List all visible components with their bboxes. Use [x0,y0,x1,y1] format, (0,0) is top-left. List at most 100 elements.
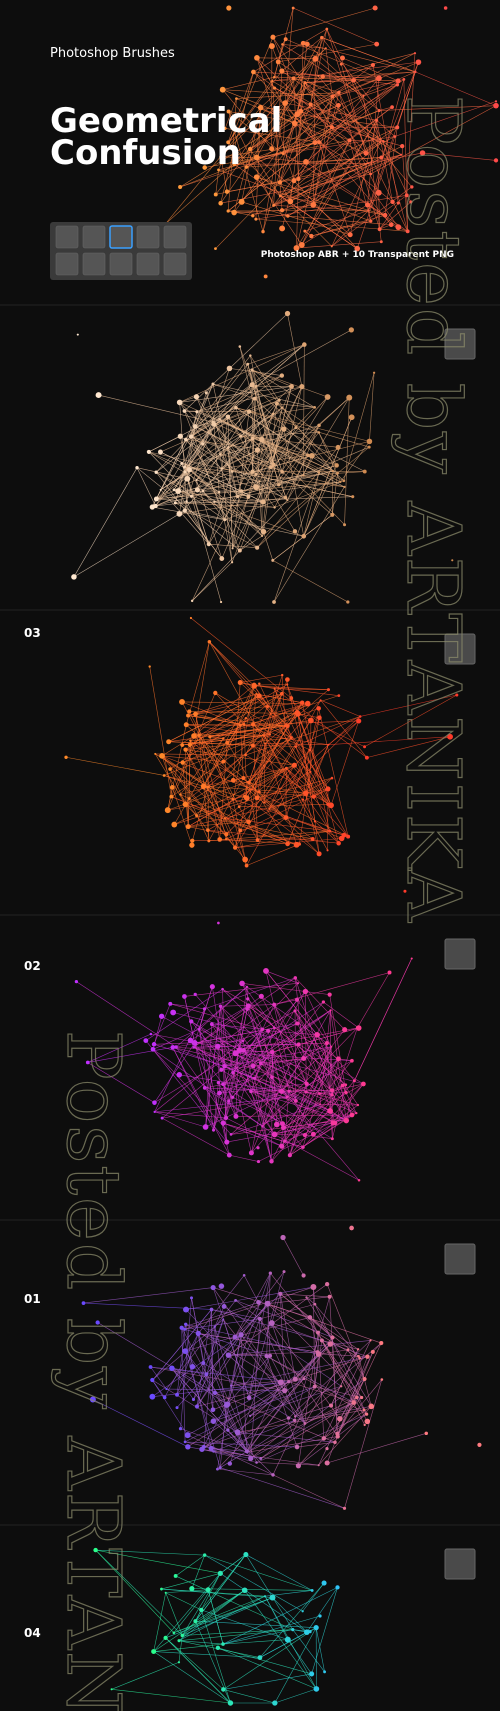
node [201,1444,206,1449]
edge [260,1402,354,1459]
node [317,140,322,145]
edge [250,1091,346,1121]
edge [178,490,275,508]
edge [252,745,295,766]
edge [235,1029,263,1117]
edge [266,1355,354,1403]
node [390,105,394,109]
edge [185,1309,229,1356]
node [257,1316,262,1321]
edge [196,411,233,472]
node [367,162,370,165]
edge [237,481,260,497]
node [282,100,289,107]
edge [311,220,371,237]
node [241,1587,248,1594]
node [223,1402,230,1408]
edge [245,754,332,806]
edge [270,1272,319,1333]
edge [162,1096,287,1119]
edge [195,1554,247,1622]
edge [187,740,191,827]
edge [255,218,408,232]
edge [279,82,306,183]
edge [95,1549,205,1556]
node [304,1081,309,1086]
edge [376,120,393,202]
edge [237,496,264,503]
node [233,845,238,850]
node [324,1460,330,1466]
node [293,245,300,251]
edge [273,1004,304,1059]
edge [195,706,268,715]
node [239,489,244,493]
edge [280,1293,296,1380]
edge [321,37,416,73]
edge [283,429,305,537]
edge [236,92,339,99]
edge [287,744,329,845]
node [336,1056,341,1062]
node [269,146,275,152]
edge [174,797,258,825]
node [344,1083,348,1087]
node [347,138,352,143]
edge [184,982,299,997]
edge [288,1340,371,1419]
edge [195,426,274,466]
node [369,219,373,223]
edge [271,1094,333,1162]
edge [196,398,255,481]
node [232,1050,239,1057]
edge [189,693,283,746]
edge [318,1349,348,1355]
node [182,508,187,513]
node [291,178,297,184]
edge [272,1597,308,1633]
edge [145,988,223,1041]
edge [241,92,340,203]
edge [281,1034,318,1092]
node [363,1423,366,1427]
node [307,1315,313,1320]
node [197,1027,201,1031]
edge [287,397,350,501]
edge [227,416,233,549]
edge [293,78,380,181]
node [222,1318,225,1321]
edge [331,210,369,247]
node [305,1296,308,1299]
node [177,1639,181,1643]
node [493,102,499,109]
node [254,447,261,453]
node [410,185,414,189]
edge [368,79,405,211]
node [95,1320,100,1325]
node [258,1061,263,1065]
node [280,1234,286,1241]
edge [318,75,413,188]
node [271,1131,278,1138]
edge [178,490,304,537]
edge [379,105,497,111]
node [183,722,189,728]
edge [261,446,370,537]
edge [246,797,320,855]
node [272,1700,278,1706]
node [229,1384,233,1387]
node [154,470,158,474]
edge [269,1355,306,1424]
node [190,494,193,498]
edge [318,1406,372,1466]
edge [220,1467,345,1509]
edge [213,1092,220,1131]
node [177,1661,181,1664]
edge [293,77,339,93]
edge [156,426,196,500]
edge [323,1406,372,1439]
edge [316,1034,355,1081]
node [245,1003,251,1009]
node [330,1045,333,1048]
edge [153,1651,260,1658]
